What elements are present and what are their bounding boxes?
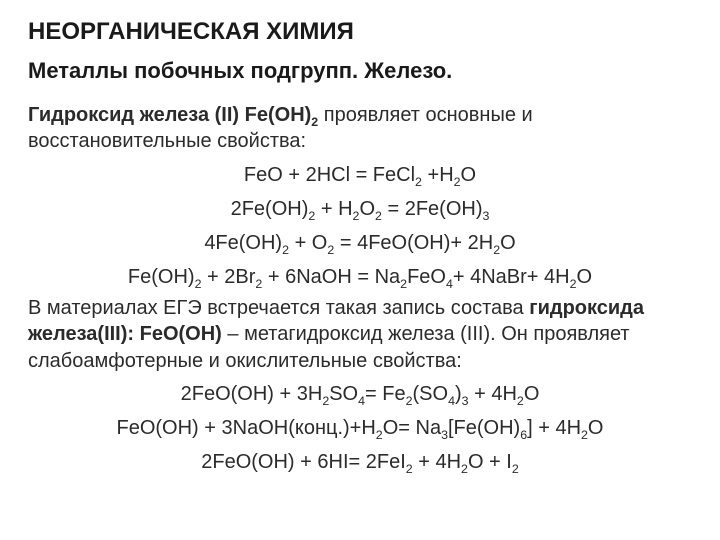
equation-4: Fe(OH)2 + 2Br2 + 6NaOH = Na2FeO4+ 4NaBr+… xyxy=(28,261,692,293)
p1-bold: Гидроксид железа (II) Fe(OH) xyxy=(28,104,311,126)
p2-a: В материалах ЕГЭ встречается такая запис… xyxy=(28,297,529,319)
equation-5: 2FeO(OH) + 3H2SO4= Fe2(SO4)3 + 4H2O xyxy=(28,378,692,410)
equation-1: FeO + 2HCl = FeCl2 +H2O xyxy=(28,159,692,191)
paragraph-2: В материалах ЕГЭ встречается такая запис… xyxy=(28,295,692,374)
main-title: НЕОРГАНИЧЕСКАЯ ХИМИЯ xyxy=(28,18,692,46)
equation-7: 2FeO(OH) + 6HI= 2FeI2 + 4H2O + I2 xyxy=(28,446,692,478)
subtitle: Металлы побочных подгрупп. Железо. xyxy=(28,58,692,84)
paragraph-1: Гидроксид железа (II) Fe(OH)2 проявляет … xyxy=(28,102,692,155)
equation-2: 2Fe(OH)2 + H2O2 = 2Fe(OH)3 xyxy=(28,193,692,225)
equation-3: 4Fe(OH)2 + O2 = 4FeO(OH)+ 2H2O xyxy=(28,227,692,259)
equation-6: FeO(OH) + 3NaOH(конц.)+H2O= Na3[Fe(OH)6]… xyxy=(28,412,692,444)
